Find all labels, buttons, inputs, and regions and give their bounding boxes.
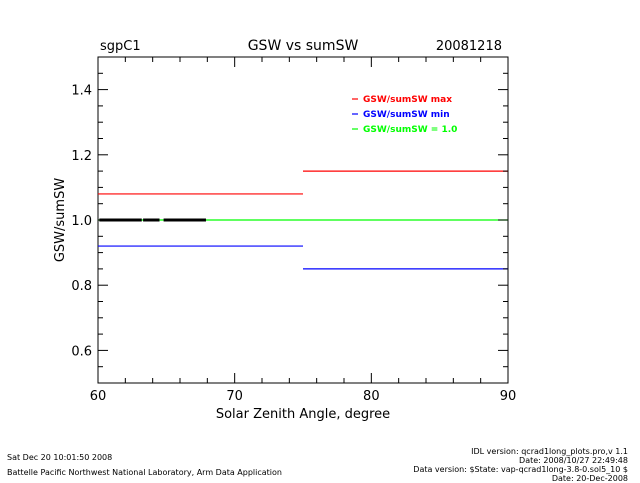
legend-label: GSW/sumSW = 1.0 <box>363 125 457 135</box>
y-tick-label: 1.2 <box>71 149 92 164</box>
idl-version: IDL version: qcrad1long_plots.pro,v 1.1 <box>471 447 628 456</box>
footer-version-info: IDL version: qcrad1long_plots.pro,v 1.1 … <box>413 447 628 483</box>
y-axis-label: GSW/sumSW <box>53 178 68 262</box>
footer-timestamp: Sat Dec 20 10:01:50 2008 <box>7 453 113 462</box>
legend: GSW/sumSW max GSW/sumSW min GSW/sumSW = 1.… <box>352 95 457 135</box>
y-tick-label: 1.0 <box>71 214 92 229</box>
legend-label: GSW/sumSW min <box>363 110 450 120</box>
x-tick-label: 60 <box>90 389 107 404</box>
data-version: Data version: $State: vap-qcrad1long-3.8… <box>413 465 628 474</box>
y-tick-label: 0.6 <box>71 344 92 359</box>
legend-label: GSW/sumSW max <box>363 95 452 105</box>
y-tick-label: 1.4 <box>71 84 92 99</box>
axis-ticks: 60 70 80 90 0.6 0.8 1.0 1.2 1.4 <box>71 56 517 404</box>
y-tick-label: 0.8 <box>71 279 92 294</box>
x-axis-label: Solar Zenith Angle, degree <box>216 407 390 422</box>
x-tick-label: 90 <box>500 389 517 404</box>
date-label: 20081218 <box>436 39 502 54</box>
site-label: sgpC1 <box>100 39 141 54</box>
idl-date: Date: 2008/10/27 22:49:48 <box>519 456 628 465</box>
x-tick-label: 70 <box>226 389 243 404</box>
footer-organization: Battelle Pacific Northwest National Labo… <box>7 468 282 477</box>
chart-title: GSW vs sumSW <box>248 38 359 54</box>
x-tick-label: 80 <box>363 389 380 404</box>
data-date: Date: 20-Dec-2008 <box>551 474 628 483</box>
plot-area <box>97 56 509 384</box>
